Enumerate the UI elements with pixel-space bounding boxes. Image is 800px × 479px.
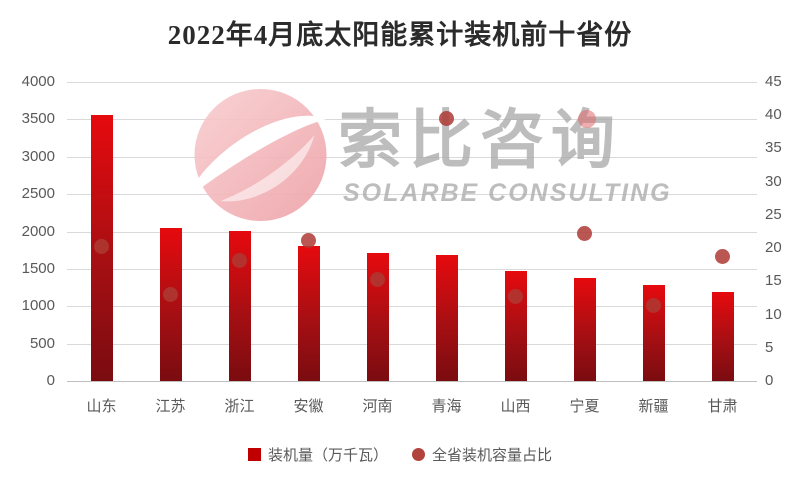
dot-series-marker-icon: [412, 448, 425, 461]
solarbe-logo-icon: [194, 89, 327, 221]
y-axis-tick-left: 4000: [21, 73, 55, 90]
bar-江苏: [159, 227, 182, 381]
y-axis-tick-left: 500: [29, 334, 55, 352]
data-point-dot-山西: [508, 289, 523, 305]
x-axis-label-山东: 山东: [86, 398, 117, 415]
x-axis-label-宁夏: 宁夏: [569, 398, 600, 415]
x-axis-label-新疆: 新疆: [638, 398, 669, 415]
legend-label-dots: 全省装机容量占比: [432, 447, 553, 464]
x-axis-label-甘肃: 甘肃: [707, 398, 738, 415]
legend-item-dots: 全省装机容量占比: [412, 444, 552, 465]
watermark-text-cn: 索比咨询: [338, 104, 622, 176]
gridline: [67, 306, 757, 308]
y-axis-tick-left: 0: [46, 372, 55, 389]
legend-label-bars: 装机量（万千瓦）: [267, 447, 388, 464]
y-axis-tick-right: 40: [765, 106, 782, 124]
legend: 装机量（万千瓦） 全省装机容量占比: [0, 444, 800, 465]
y-axis-tick-right: 20: [765, 239, 782, 257]
gridline: [67, 156, 757, 158]
data-point-dot-河南: [370, 271, 385, 287]
y-axis-tick-left: 1500: [21, 259, 55, 277]
bar-山西: [504, 270, 527, 381]
y-axis-tick-right: 5: [765, 338, 774, 356]
x-axis-label-安徽: 安徽: [293, 398, 324, 415]
data-point-dot-宁夏: [577, 226, 592, 241]
data-point-dot-新疆: [646, 297, 661, 313]
bar-series-marker-icon: [247, 448, 261, 461]
data-point-dot-甘肃: [715, 248, 730, 264]
data-point-dot-安徽: [301, 232, 316, 248]
chart-title: 2022年4月底太阳能累计装机前十省份: [167, 20, 633, 50]
y-axis-tick-left: 2500: [21, 185, 55, 203]
bar-浙江: [228, 230, 251, 381]
bar-甘肃: [711, 291, 734, 381]
y-axis-tick-left: 2000: [21, 222, 55, 240]
x-axis-label-江苏: 江苏: [155, 398, 186, 415]
x-axis-label-河南: 河南: [362, 398, 393, 415]
x-axis-label-山西: 山西: [500, 398, 531, 415]
y-axis-tick-right: 15: [765, 272, 782, 290]
y-axis-tick-right: 45: [765, 73, 782, 90]
y-axis-tick-right: 35: [765, 139, 782, 157]
y-axis-tick-right: 25: [765, 205, 782, 223]
bar-安徽: [297, 246, 320, 381]
bar-宁夏: [573, 277, 596, 381]
gridline: [67, 268, 757, 270]
gridline: [67, 381, 757, 382]
y-axis-tick-right: 0: [765, 372, 774, 389]
bar-青海: [435, 255, 458, 381]
legend-item-bars: 装机量（万千瓦）: [247, 444, 388, 465]
y-axis-tick-left: 3000: [21, 147, 55, 165]
data-point-dot-浙江: [232, 253, 247, 269]
x-axis-label-青海: 青海: [431, 398, 462, 415]
y-axis-tick-right: 10: [765, 305, 782, 323]
gridline: [67, 82, 757, 83]
data-point-dot-山东: [94, 238, 109, 254]
data-point-dot-青海: [439, 111, 454, 126]
data-point-dot-江苏: [163, 287, 178, 303]
y-axis-tick-left: 1000: [21, 297, 55, 315]
y-axis-tick-right: 30: [765, 172, 782, 190]
x-axis-label-浙江: 浙江: [224, 398, 255, 415]
gridline: [67, 194, 757, 196]
gridline: [67, 231, 757, 233]
gridline: [67, 343, 757, 345]
y-axis-tick-left: 3500: [21, 110, 55, 128]
gridline: [67, 119, 757, 121]
